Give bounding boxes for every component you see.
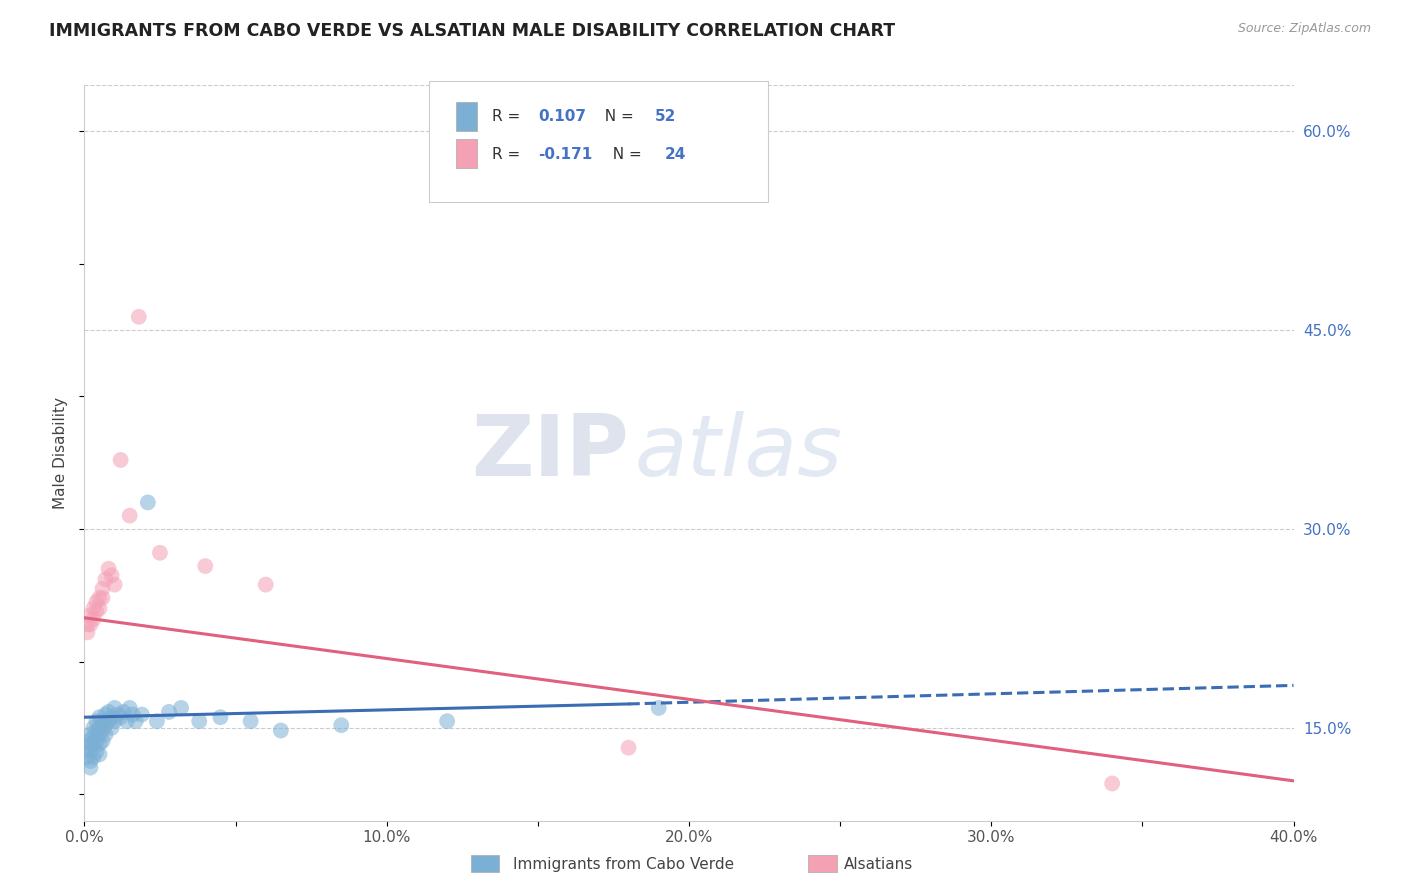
Point	[79, 761, 101, 775]
Point	[104, 714, 127, 729]
Point	[94, 718, 117, 732]
Point	[97, 562, 120, 576]
Point	[209, 710, 232, 724]
Point	[100, 710, 122, 724]
Point	[107, 707, 129, 722]
Point	[254, 577, 277, 591]
Point	[118, 701, 141, 715]
Point	[157, 705, 180, 719]
Point	[97, 705, 120, 719]
Point	[94, 707, 117, 722]
Point	[121, 707, 143, 722]
Point	[89, 727, 111, 741]
Point	[91, 723, 114, 738]
Point	[91, 714, 114, 729]
Point	[89, 721, 111, 735]
Text: IMMIGRANTS FROM CABO VERDE VS ALSATIAN MALE DISABILITY CORRELATION CHART: IMMIGRANTS FROM CABO VERDE VS ALSATIAN M…	[49, 22, 896, 40]
Point	[100, 721, 122, 735]
Text: 52: 52	[655, 109, 676, 124]
Text: Immigrants from Cabo Verde: Immigrants from Cabo Verde	[513, 857, 734, 872]
Text: 24: 24	[665, 147, 686, 162]
Point	[436, 714, 458, 729]
Point	[149, 546, 172, 560]
Point	[617, 740, 640, 755]
Point	[79, 745, 101, 759]
Point	[239, 714, 262, 729]
Y-axis label: Male Disability: Male Disability	[53, 397, 69, 508]
Point	[79, 727, 101, 741]
Point	[97, 714, 120, 729]
Point	[82, 612, 104, 626]
Point	[112, 705, 135, 719]
Point	[648, 701, 671, 715]
Point	[76, 740, 98, 755]
Point	[131, 707, 153, 722]
Point	[188, 714, 211, 729]
Point	[76, 625, 98, 640]
Point	[89, 591, 111, 605]
Point	[146, 714, 169, 729]
Point	[1101, 776, 1123, 790]
Point	[91, 734, 114, 748]
Point	[110, 710, 132, 724]
Point	[82, 737, 104, 751]
Text: Source: ZipAtlas.com: Source: ZipAtlas.com	[1237, 22, 1371, 36]
Point	[76, 617, 98, 632]
Point	[136, 495, 159, 509]
Text: N =: N =	[603, 147, 647, 162]
Point	[82, 730, 104, 744]
Point	[110, 453, 132, 467]
Point	[89, 737, 111, 751]
Point	[89, 601, 111, 615]
Point	[94, 572, 117, 586]
Point	[86, 604, 108, 618]
Point	[86, 595, 108, 609]
Point	[91, 582, 114, 596]
Point	[330, 718, 353, 732]
Point	[86, 714, 108, 729]
FancyBboxPatch shape	[456, 139, 478, 168]
Point	[76, 750, 98, 764]
Point	[79, 737, 101, 751]
Text: N =: N =	[595, 109, 638, 124]
Point	[86, 723, 108, 738]
Point	[79, 617, 101, 632]
Point	[79, 754, 101, 768]
Point	[270, 723, 292, 738]
Text: atlas: atlas	[634, 411, 842, 494]
Text: -0.171: -0.171	[538, 147, 592, 162]
Point	[194, 559, 217, 574]
Point	[128, 310, 150, 324]
Point	[86, 745, 108, 759]
Point	[86, 734, 108, 748]
Point	[82, 750, 104, 764]
Point	[104, 577, 127, 591]
Point	[100, 568, 122, 582]
Point	[170, 701, 193, 715]
Text: 0.107: 0.107	[538, 109, 586, 124]
Point	[118, 508, 141, 523]
Point	[82, 601, 104, 615]
Text: ZIP: ZIP	[471, 411, 628, 494]
Point	[94, 727, 117, 741]
Point	[91, 591, 114, 605]
Point	[125, 714, 148, 729]
Point	[104, 701, 127, 715]
Point	[115, 714, 138, 729]
Point	[89, 747, 111, 762]
Text: R =: R =	[492, 109, 524, 124]
Point	[82, 721, 104, 735]
FancyBboxPatch shape	[429, 81, 768, 202]
Point	[79, 608, 101, 623]
Point	[76, 734, 98, 748]
Text: R =: R =	[492, 147, 524, 162]
FancyBboxPatch shape	[456, 103, 478, 131]
Text: Alsatians: Alsatians	[844, 857, 912, 872]
Point	[89, 710, 111, 724]
